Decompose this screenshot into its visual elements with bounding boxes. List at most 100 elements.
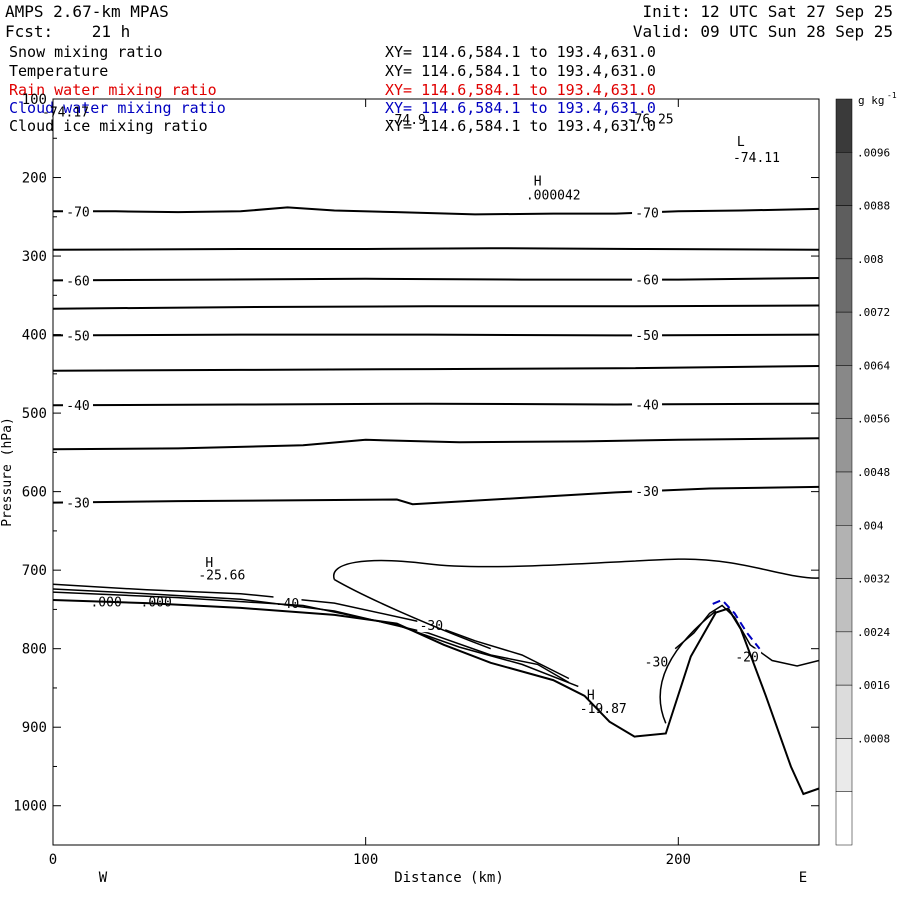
colorbar-swatch bbox=[835, 471, 853, 526]
y-axis-label: Pressure (hPa) bbox=[0, 417, 15, 527]
chart-annotation: .000042 bbox=[526, 189, 581, 204]
isotherm-label-bg bbox=[63, 203, 94, 220]
chart-annotation: -76.25 bbox=[627, 112, 674, 127]
colorbar-swatch bbox=[835, 365, 853, 419]
colorbar-swatch bbox=[835, 152, 853, 206]
isotherm-label-bg bbox=[632, 396, 663, 413]
chart-annotation: -30 bbox=[645, 656, 668, 671]
isotherm-label: -50 bbox=[635, 329, 658, 344]
x-axis-label: Distance (km) bbox=[394, 870, 504, 886]
isotherm-line bbox=[52, 365, 820, 372]
isotherm-label: -70 bbox=[635, 206, 658, 221]
isotherm-label-bg bbox=[632, 271, 663, 288]
field-name: Cloud water mixing ratio bbox=[9, 99, 226, 117]
colorbar-swatch bbox=[835, 738, 853, 792]
colorbar-tick-label: .0088 bbox=[857, 200, 890, 213]
colorbar-swatch bbox=[835, 311, 853, 366]
chart-annotation: -74.9 bbox=[387, 113, 426, 128]
isotherm-line bbox=[53, 206, 820, 216]
isotherm-line bbox=[52, 247, 820, 251]
isotherm-label-bg bbox=[63, 272, 94, 289]
x-tick-label: 0 bbox=[49, 852, 57, 868]
chart-annotation: H bbox=[587, 689, 595, 704]
model-title: AMPS 2.67-km MPAS bbox=[5, 2, 169, 21]
isotherm-line bbox=[52, 304, 820, 310]
chart-annotation: .000 bbox=[141, 595, 172, 610]
forecast-hour: Fcst: 21 h bbox=[5, 22, 130, 41]
colorbar-tick-label: .008 bbox=[857, 253, 884, 266]
colorbar-swatch bbox=[835, 98, 853, 153]
plot-frame bbox=[52, 98, 820, 846]
y-tick-label: 900 bbox=[22, 720, 47, 736]
isotherm-label-bg bbox=[63, 397, 94, 414]
colorbar-tick-label: .0008 bbox=[857, 732, 890, 745]
colorbar-tick-label: .0032 bbox=[857, 573, 890, 586]
contour-label-bg bbox=[733, 648, 762, 664]
field-name: Cloud ice mixing ratio bbox=[9, 117, 208, 135]
colorbar-tick-label: .0064 bbox=[857, 359, 890, 372]
field-name: Rain water mixing ratio bbox=[9, 81, 217, 99]
field-xy: XY= 114.6,584.1 to 193.4,631.0 bbox=[385, 117, 656, 135]
field-xy: XY= 114.6,584.1 to 193.4,631.0 bbox=[385, 43, 656, 61]
y-tick-label: 300 bbox=[22, 249, 47, 265]
field-name: Temperature bbox=[9, 62, 108, 80]
terrain-profile bbox=[52, 599, 820, 796]
colorbar-tick-label: .0056 bbox=[857, 413, 890, 426]
chart-annotation: L bbox=[737, 135, 745, 150]
isotherm-label-bg bbox=[63, 327, 94, 344]
cloud-water-line bbox=[712, 598, 761, 650]
terrain-line bbox=[52, 599, 820, 796]
isotherm-label: -40 bbox=[66, 399, 89, 414]
isotherm-line bbox=[52, 437, 820, 451]
low-level-contour bbox=[52, 583, 570, 680]
east-label: E bbox=[799, 870, 807, 886]
isotherm-label: -30 bbox=[635, 485, 658, 500]
temperature-isotherms: -70 -70 -60 -60 -50 -50 -40 -40 -30 -30 bbox=[52, 203, 820, 511]
chart-annotation: H bbox=[534, 174, 542, 189]
colorbar-swatch bbox=[835, 205, 853, 260]
y-tick-label: 100 bbox=[22, 92, 47, 108]
colorbar-swatch bbox=[835, 525, 853, 579]
isotherm-label-bg bbox=[632, 204, 663, 221]
isotherm-line bbox=[52, 333, 820, 337]
cloud-water-outline bbox=[712, 598, 761, 650]
colorbar-swatch bbox=[835, 418, 853, 473]
low-level-contour bbox=[52, 591, 579, 688]
isotherm-label: -70 bbox=[66, 205, 89, 220]
y-tick-label: 400 bbox=[22, 328, 47, 344]
init-time: Init: 12 UTC Sat 27 Sep 25 bbox=[643, 2, 893, 21]
axis-ticks: 100 200 300 400 500 600 700 800 900 1000 0 100 200 bbox=[13, 92, 819, 868]
west-label: W bbox=[99, 870, 108, 886]
colorbar-swatch bbox=[835, 791, 853, 846]
isotherm-label: -60 bbox=[635, 274, 658, 289]
isotherm-label: -50 bbox=[66, 329, 89, 344]
colorbar-tick-label: .0016 bbox=[857, 679, 890, 692]
isotherm-label: -60 bbox=[66, 274, 89, 289]
isotherm-label-bg bbox=[63, 494, 94, 511]
isotherm-label: -40 bbox=[635, 398, 658, 413]
valid-time: Valid: 09 UTC Sun 28 Sep 25 bbox=[633, 22, 893, 41]
colorbar-swatch bbox=[835, 631, 853, 686]
colorbar-tick-label: .0024 bbox=[857, 626, 890, 639]
chart-annotation: H bbox=[205, 556, 213, 571]
colorbar-tick-label: .0096 bbox=[857, 146, 890, 159]
isotherm-label: -30 bbox=[66, 496, 89, 511]
chart-annotation: .000 bbox=[90, 595, 121, 610]
isotherm-label-bg bbox=[632, 327, 663, 344]
colorbar-tick-label: .004 bbox=[857, 519, 884, 532]
field-legend: Snow mixing ratio XY= 114.6,584.1 to 193… bbox=[9, 43, 656, 135]
x-tick-label: 100 bbox=[353, 852, 378, 868]
colorbar-units-exponent: -1 bbox=[887, 91, 897, 100]
colorbar-swatch bbox=[835, 684, 853, 739]
cloud-ice-contour bbox=[659, 610, 717, 724]
colorbar-swatch bbox=[835, 258, 853, 313]
y-tick-label: 200 bbox=[22, 171, 47, 187]
isotherm-label-bg bbox=[632, 483, 663, 500]
y-tick-label: 700 bbox=[22, 563, 47, 579]
chart-annotation: -19.87 bbox=[580, 702, 627, 717]
y-tick-label: 600 bbox=[22, 485, 47, 501]
field-xy: XY= 114.6,584.1 to 193.4,631.0 bbox=[385, 62, 656, 80]
contour-label: -20 bbox=[735, 651, 758, 666]
